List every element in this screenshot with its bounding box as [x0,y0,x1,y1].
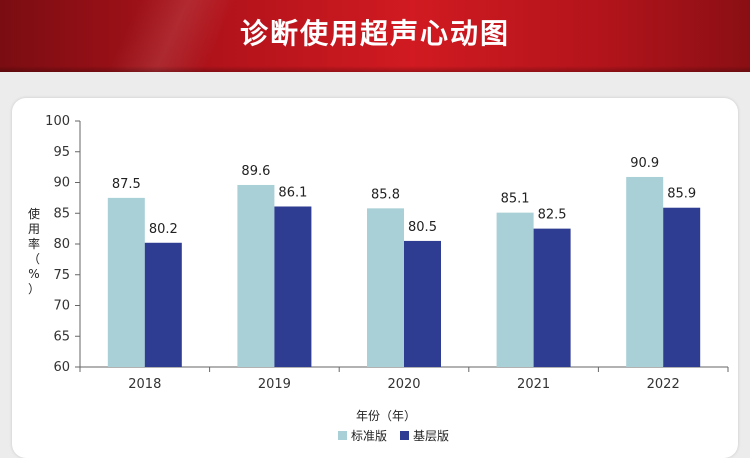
y-tick-label: 95 [53,145,70,160]
bar [144,242,182,367]
bar [107,197,145,367]
bar [404,240,441,367]
x-tick-label: 2018 [128,377,161,392]
bar [367,208,404,367]
legend-label: 标准版 [351,429,387,443]
x-axis: 2018 2019 2020 2021 2022 [79,366,729,392]
bar [496,212,534,367]
data-label: 85.9 [667,187,696,202]
data-labels: 87.5 80.2 89.6 86.1 85.8 80.5 85.1 82.5 90.9 85.9 [112,156,696,237]
y-tick-label: 75 [53,268,70,283]
legend-swatch [400,431,409,440]
data-label: 87.5 [112,177,141,192]
y-tick-label: 60 [53,360,70,375]
data-label: 80.2 [149,222,178,237]
y-tick-label: 70 [53,299,70,314]
y-axis-title: 使用率（%） [28,206,40,296]
data-label: 82.5 [538,208,567,223]
title-banner: 诊断使用超声心动图 [0,0,750,72]
x-tick-label: 2019 [258,377,291,392]
y-tick-label: 85 [53,206,70,221]
bars [107,176,701,367]
data-label: 85.8 [371,187,400,202]
page-title: 诊断使用超声心动图 [239,17,510,50]
y-tick-label: 90 [53,176,70,191]
data-label: 80.5 [408,220,437,235]
legend-swatch [338,431,347,440]
x-axis-title: 年份（年） [356,409,416,423]
data-label: 90.9 [630,156,659,171]
x-tick-label: 2020 [387,377,420,392]
data-label: 85.1 [501,192,530,207]
y-tick-label: 80 [53,237,70,252]
bar [663,207,701,367]
y-tick-label: 100 [45,114,70,129]
y-axis: 60 65 70 75 80 85 90 95 100 [45,114,81,375]
bar [533,228,571,367]
bar [237,184,275,367]
bar [274,206,312,367]
legend-label: 基层版 [413,429,449,443]
y-tick-label: 65 [53,329,70,344]
data-label: 86.1 [278,185,307,200]
x-tick-label: 2021 [517,377,550,392]
x-tick-label: 2022 [647,377,680,392]
bar [626,176,664,367]
data-label: 89.6 [241,164,270,179]
legend: 标准版 基层版 [338,429,449,443]
